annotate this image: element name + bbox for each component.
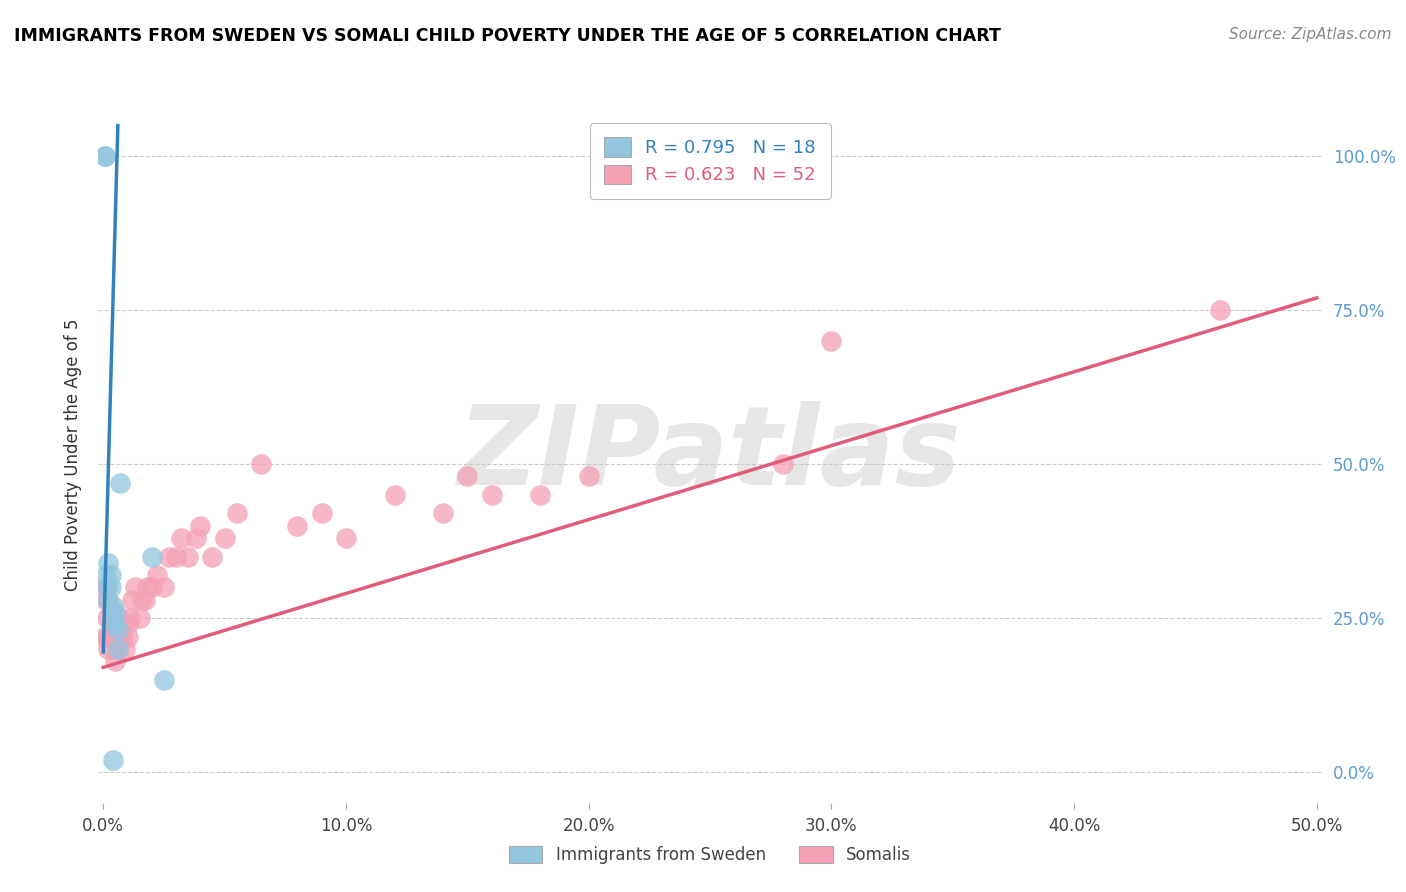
Point xyxy=(100,605,122,619)
Point xyxy=(335,531,357,545)
Point xyxy=(1208,303,1232,318)
Point xyxy=(97,641,120,656)
Point xyxy=(481,488,503,502)
Point xyxy=(110,630,132,644)
Point xyxy=(131,592,153,607)
Point xyxy=(100,580,122,594)
Point xyxy=(107,624,129,638)
Y-axis label: Child Poverty Under the Age of 5: Child Poverty Under the Age of 5 xyxy=(63,318,82,591)
Point xyxy=(225,507,247,521)
Point xyxy=(311,507,333,521)
Point xyxy=(104,617,127,632)
Point xyxy=(97,592,120,607)
Point xyxy=(110,475,132,490)
Point xyxy=(117,630,139,644)
Point xyxy=(157,549,180,564)
Point xyxy=(96,611,118,625)
Point xyxy=(97,556,120,570)
Point xyxy=(165,549,187,564)
Point xyxy=(111,630,134,644)
Point xyxy=(153,673,176,687)
Point xyxy=(94,149,117,163)
Point xyxy=(201,549,224,564)
Text: ZIPatlas: ZIPatlas xyxy=(458,401,962,508)
Point xyxy=(184,531,207,545)
Point xyxy=(153,580,176,594)
Point xyxy=(94,149,117,163)
Point xyxy=(94,580,117,594)
Point xyxy=(104,654,127,668)
Point xyxy=(97,630,120,644)
Point xyxy=(136,580,159,594)
Point xyxy=(114,641,136,656)
Point xyxy=(118,611,141,625)
Point xyxy=(101,630,124,644)
Point xyxy=(107,641,129,656)
Point xyxy=(578,469,600,483)
Point xyxy=(94,568,117,582)
Point xyxy=(94,592,117,607)
Point xyxy=(100,568,122,582)
Point xyxy=(170,531,193,545)
Point xyxy=(121,592,143,607)
Point xyxy=(101,599,124,613)
Point xyxy=(100,617,122,632)
Point xyxy=(529,488,551,502)
Point xyxy=(101,611,124,625)
Point xyxy=(93,630,115,644)
Point xyxy=(96,580,118,594)
Text: IMMIGRANTS FROM SWEDEN VS SOMALI CHILD POVERTY UNDER THE AGE OF 5 CORRELATION CH: IMMIGRANTS FROM SWEDEN VS SOMALI CHILD P… xyxy=(14,27,1001,45)
Point xyxy=(141,549,163,564)
Point xyxy=(772,457,794,471)
Point xyxy=(177,549,200,564)
Point xyxy=(104,605,127,619)
Point xyxy=(101,753,124,767)
Point xyxy=(134,592,156,607)
Point xyxy=(107,641,129,656)
Point xyxy=(104,630,127,644)
Point xyxy=(145,568,167,582)
Legend: Immigrants from Sweden, Somalis: Immigrants from Sweden, Somalis xyxy=(502,839,918,871)
Point xyxy=(111,617,134,632)
Point xyxy=(456,469,478,483)
Point xyxy=(432,507,454,521)
Text: Source: ZipAtlas.com: Source: ZipAtlas.com xyxy=(1229,27,1392,42)
Point xyxy=(141,580,163,594)
Point xyxy=(287,518,309,533)
Point xyxy=(101,641,124,656)
Point xyxy=(188,518,212,533)
Point xyxy=(820,334,842,348)
Point xyxy=(250,457,273,471)
Point xyxy=(128,611,150,625)
Point xyxy=(384,488,406,502)
Point xyxy=(214,531,236,545)
Point xyxy=(124,580,146,594)
Point xyxy=(110,611,132,625)
Point xyxy=(117,617,139,632)
